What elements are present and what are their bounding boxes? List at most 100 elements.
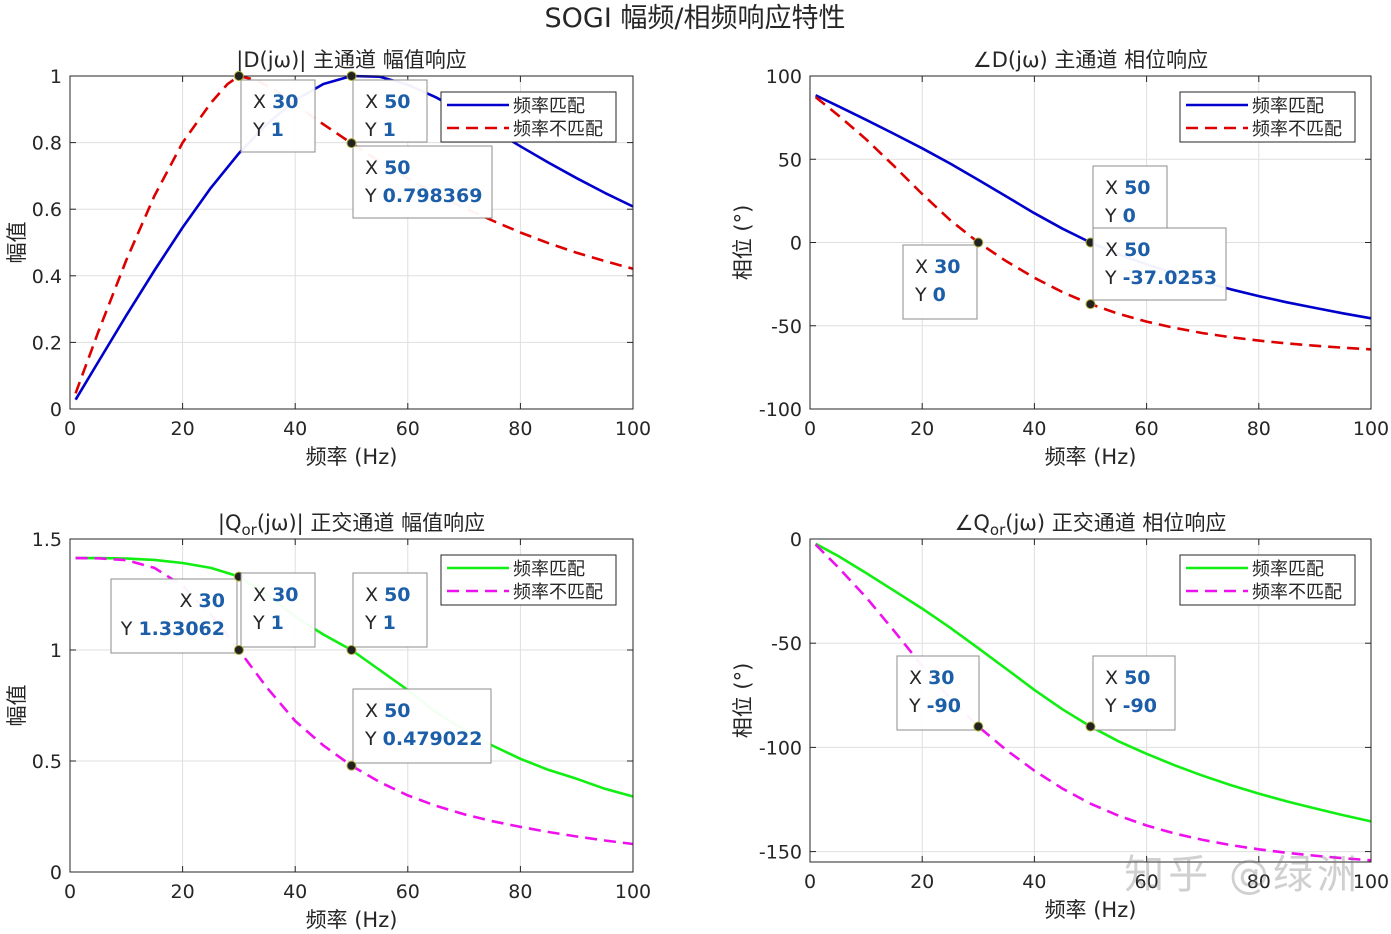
legend-entry: 频率不匹配 [1252,119,1342,140]
datatip-y: Y 0 [1104,205,1136,227]
axes-1: 0 20 40 60 80 100 0 0.2 0.4 0.6 0.8 1 频率 (Hz) 幅值 |D(jω… [5,48,651,469]
datatip-x: X 50 [1105,667,1151,689]
datatip-marker[interactable] [233,71,244,81]
y-axis-label: 幅值 [5,685,29,727]
series-line-mismatched [74,74,634,394]
datatip-box [1092,227,1227,301]
datatip-marker[interactable] [1085,299,1096,310]
datatip-y: Y 1 [252,119,284,141]
y-tick-label: 100 [766,66,802,88]
datatip-marker[interactable] [973,721,984,732]
x-tick-label: 40 [283,418,307,440]
y-tick-label: 0 [790,529,802,551]
x-tick-label: 20 [910,418,934,440]
y-tick-label: 0.4 [32,266,62,288]
x-tick-label: 100 [1353,871,1389,893]
datatip-marker[interactable] [346,71,357,81]
datatip[interactable]: X 30 Y 1.33062 [110,571,244,654]
datatip[interactable]: X 50 Y 1 [346,71,428,143]
x-tick-label: 60 [1135,871,1159,893]
y-tick-label: -150 [759,842,802,864]
legend-box [440,554,617,606]
x-axis-label: 频率 (Hz) [306,908,398,932]
legend-box [440,91,617,143]
datatip-y: Y -90 [1104,695,1157,717]
datatip-x: X 50 [365,584,411,606]
x-tick-label: 40 [1022,418,1046,440]
y-tick-label: 0 [50,862,62,884]
legend-entry: 频率匹配 [513,559,585,580]
datatip-box [352,79,428,143]
datatip[interactable]: X 50 Y 0.798369 [346,138,493,219]
x-axis-label: 频率 (Hz) [306,445,398,469]
datatip[interactable]: X 30 Y 1 [233,71,316,153]
y-tick-label: 0.8 [32,133,62,155]
axes-title: |Qor(jω)| 正交通道 幅值响应 [218,511,485,539]
y-tick-label: 1 [50,640,62,662]
x-axis-label: 频率 (Hz) [1045,445,1137,469]
axes-title: ∠Qor(jω) 正交通道 相位响应 [955,511,1227,539]
legend-entry: 频率不匹配 [513,582,603,603]
x-tick-label: 0 [804,418,816,440]
y-tick-label: 50 [778,149,802,171]
x-tick-label: 80 [1247,418,1271,440]
datatip-box [896,655,980,731]
datatip-y: Y 1 [364,612,396,634]
datatip[interactable]: X 30 Y 1 [233,572,316,655]
legend-box [1179,91,1356,143]
y-axis-label: 相位 (°) [731,663,755,739]
datatip-box [110,578,238,654]
x-tick-label: 80 [1247,871,1271,893]
legend-entry: 频率匹配 [1252,559,1324,580]
legend-entry: 频率匹配 [1252,96,1324,117]
x-tick-label: 40 [283,881,307,903]
datatip[interactable]: X 50 Y -90 [1085,655,1176,732]
x-tick-label: 40 [1022,871,1046,893]
datatip-box [240,572,316,648]
legend-entry: 频率不匹配 [1252,582,1342,603]
x-tick-label: 20 [171,881,195,903]
datatip-marker[interactable] [233,645,244,655]
watermark: 知乎 @绿洲 [1124,852,1361,898]
datatip-x: X 30 [253,91,299,113]
x-tick-label: 100 [615,418,651,440]
datatip-marker[interactable] [973,237,984,248]
datatip[interactable]: X 30 Y -90 [896,655,984,732]
legend-entry: 频率匹配 [513,96,585,117]
figure-title: SOGI 幅频/相频响应特性 [545,3,846,34]
datatip[interactable]: X 30 Y 0 [902,237,984,320]
series-line-mismatched [814,543,1372,862]
datatip-y: Y -37.0253 [1104,267,1217,289]
x-tick-label: 100 [615,881,651,903]
datatip[interactable]: X 50 Y 0.479022 [346,688,492,771]
datatip-x: X 30 [179,590,225,612]
y-axis-label: 相位 (°) [731,205,755,281]
y-tick-label: 0 [50,399,62,421]
datatip-marker[interactable] [346,760,357,771]
datatip-box [902,244,978,320]
datatip-y: Y 0.798369 [364,185,482,207]
y-tick-label: -100 [759,399,802,421]
y-tick-label: -50 [771,633,802,655]
datatip-x: X 50 [365,700,411,722]
datatip-y: Y 0.479022 [364,728,482,750]
y-tick-label: -50 [771,316,802,338]
y-tick-label: 0.6 [32,199,62,221]
datatip-x: X 50 [1105,239,1151,261]
x-tick-label: 80 [508,881,532,903]
datatip[interactable]: X 50 Y 1 [346,572,428,655]
datatip-y: Y 1.33062 [120,618,225,640]
datatip-marker[interactable] [346,645,357,655]
datatip-marker[interactable] [1085,721,1096,732]
y-tick-label: 1.5 [32,529,62,551]
datatip-marker[interactable] [346,138,357,149]
datatip-box [1092,655,1176,731]
datatip-x: X 50 [1105,177,1151,199]
axes-frame [69,538,634,873]
datatip[interactable]: X 50 Y -37.0253 [1085,227,1227,310]
